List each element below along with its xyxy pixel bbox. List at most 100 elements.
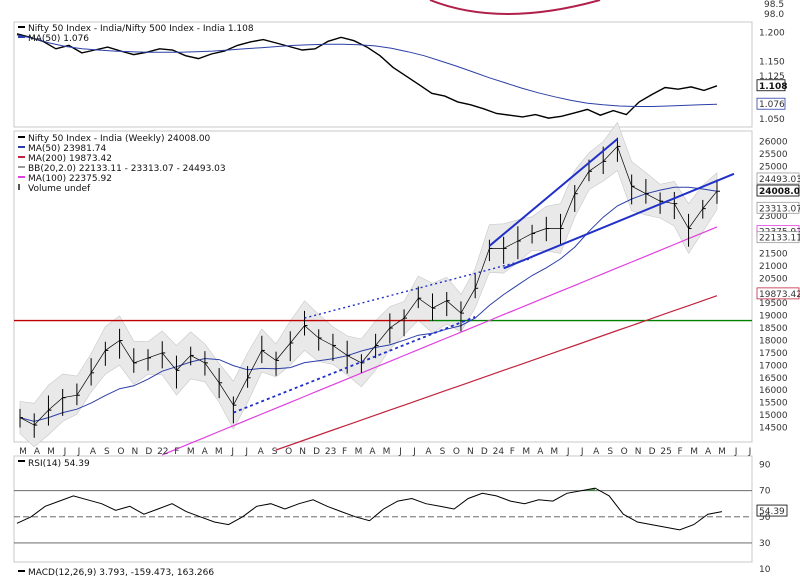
price-legend-5: MA(100) 22375.92	[28, 174, 112, 184]
price-y-tick: 17000	[759, 361, 788, 371]
x-axis-label: O	[453, 447, 460, 457]
x-axis-label: J	[63, 447, 67, 457]
price-y-tick: 26000	[759, 137, 788, 147]
x-axis-label: F	[174, 447, 179, 457]
ratio-y-tick: 1.076	[759, 100, 785, 110]
x-axis-label: N	[131, 447, 138, 457]
x-axis-label: J	[412, 447, 416, 457]
price-value-badge	[756, 231, 800, 244]
ratio-legend-2: MA(50) 1.076	[28, 34, 89, 44]
price-value-badge	[756, 287, 800, 300]
trendline-channel-bottom	[503, 172, 735, 270]
price-y-tick: 25500	[759, 150, 788, 160]
price-y-tick: 20500	[759, 274, 788, 284]
x-axis-label: A	[90, 447, 97, 457]
x-axis-label: D	[649, 447, 656, 457]
ma200-line	[275, 295, 718, 451]
x-axis-label: N	[635, 447, 642, 457]
x-axis-label: N	[467, 447, 474, 457]
x-axis-label: A	[593, 447, 600, 457]
rsi-panel-frame	[13, 455, 753, 563]
price-y-tick: 25000	[759, 162, 788, 172]
price-value-label: 24493.03	[759, 175, 800, 185]
price-legend-swatch-2	[18, 146, 25, 148]
ratio-value-badge	[756, 79, 786, 92]
price-y-tick: 18500	[759, 324, 788, 334]
x-axis-label: F	[678, 447, 683, 457]
rsi-legend: RSI(14) 54.39	[28, 459, 90, 469]
x-axis-label: 23	[325, 447, 336, 457]
price-legend: Nifty 50 Index - India (Weekly) 24008.00…	[18, 134, 226, 194]
macd-legend: MACD(12,26,9) 3.793, -159.473, 163.266	[28, 568, 214, 576]
rsi-y-tick: 50	[759, 513, 771, 523]
x-axis-label: A	[425, 447, 432, 457]
price-y-tick: 18000	[759, 336, 788, 346]
price-legend-3: MA(200) 19873.42	[28, 154, 112, 164]
price-y-tick: 19500	[759, 299, 788, 309]
x-axis-label: D	[145, 447, 152, 457]
rsi-y-tick: 54.39	[759, 507, 785, 517]
x-axis-label: J	[748, 447, 752, 457]
rsi-y-tick: 90	[759, 461, 771, 471]
x-axis-label: J	[244, 447, 248, 457]
price-y-tick: 16000	[759, 386, 788, 396]
x-axis-label: M	[187, 447, 195, 457]
price-legend-swatch-1	[18, 136, 25, 138]
x-axis-label: O	[117, 447, 124, 457]
price-close-line	[19, 145, 718, 426]
x-axis-label: A	[258, 447, 265, 457]
rsi-y-tick: 30	[759, 539, 771, 549]
bollinger-band	[19, 121, 718, 448]
ratio-y-tick: 1.125	[759, 72, 785, 82]
ratio-ma50-badge	[756, 97, 786, 110]
price-y-tick: 14500	[759, 424, 788, 434]
rsi-line	[16, 487, 723, 531]
x-axis-label: J	[230, 447, 234, 457]
price-legend-6: Volume undef	[28, 184, 91, 194]
top-tick-2: 98.0	[764, 10, 784, 20]
ratio-y-tick: 1.200	[759, 29, 785, 39]
price-legend-swatch-3	[18, 156, 25, 158]
rsi-y-tick: 70	[759, 487, 771, 497]
x-axis-label: S	[607, 447, 613, 457]
x-axis-label: S	[440, 447, 446, 457]
rsi-y-tick: 10	[759, 565, 771, 575]
x-axis-label: M	[718, 447, 726, 457]
price-value-label: 19873.42	[759, 290, 800, 300]
price-legend-2: MA(50) 23981.74	[28, 144, 106, 154]
x-axis-label: A	[202, 447, 209, 457]
price-value-badge	[756, 184, 800, 197]
macd-legend-swatch	[18, 570, 25, 572]
ma50-line	[19, 186, 718, 422]
price-y-tick: 23000	[759, 212, 788, 222]
x-axis-label: O	[285, 447, 292, 457]
ratio-ma50-line	[16, 34, 718, 107]
price-value-label: 23313.07	[759, 204, 800, 214]
x-axis-label: J	[398, 447, 402, 457]
x-axis-label: F	[342, 447, 347, 457]
ratio-legend-1: Nifty 50 Index - India/Nifty 500 Index -…	[28, 24, 254, 34]
x-axis-label: A	[537, 447, 544, 457]
price-panel-frame	[13, 130, 753, 443]
price-value-label: 22133.11	[759, 234, 800, 244]
price-value-badge	[756, 172, 800, 185]
price-y-tick: 21500	[759, 249, 788, 259]
price-y-tick: 17500	[759, 349, 788, 359]
x-axis-label: M	[47, 447, 55, 457]
x-axis-label: M	[19, 447, 27, 457]
x-axis-label: F	[510, 447, 515, 457]
x-axis-label: S	[272, 447, 278, 457]
ratio-panel-frame	[13, 21, 753, 128]
price-legend-4: BB(20,2.0) 22133.11 - 23313.07 - 24493.0…	[28, 164, 226, 174]
x-axis-label: A	[369, 447, 376, 457]
ratio-y-tick: 1.150	[759, 58, 785, 68]
x-axis-label: M	[383, 447, 391, 457]
x-axis-label: M	[690, 447, 698, 457]
price-layer: 2600025500250002400023000215002100020500…	[14, 121, 800, 457]
ratio-last-value: 1.108	[759, 82, 787, 92]
price-y-tick: 15000	[759, 411, 788, 421]
macd-legend: MACD(12,26,9) 3.793, -159.473, 163.266	[18, 568, 214, 576]
